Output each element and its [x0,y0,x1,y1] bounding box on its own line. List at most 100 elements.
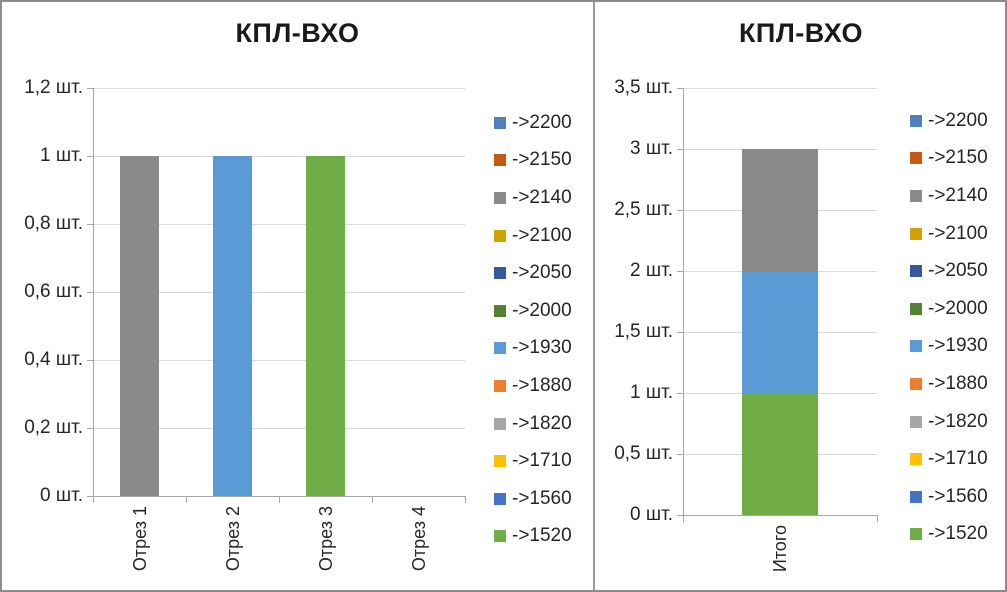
legend-swatch-icon [494,154,506,167]
y-axis-tick [677,271,683,272]
legend-label: ->1520 [512,525,572,547]
bar-segment[interactable] [742,271,818,393]
legend-swatch-icon [910,453,922,466]
legend-swatch-icon [494,342,506,355]
y-axis-tick [87,292,93,293]
legend-label: ->2000 [928,297,988,319]
y-axis-tick [87,88,93,89]
y-axis-tick [677,149,683,150]
bar-segment[interactable] [742,149,818,271]
y-tick-label: 1,2 шт. [24,77,83,98]
legend-item[interactable]: ->2140 [910,177,988,215]
legend-swatch-icon [494,229,506,242]
legend-label: ->1710 [512,450,572,472]
legend-label: ->1880 [928,372,988,394]
x-axis-line [683,515,878,516]
legend-item[interactable]: ->2200 [910,102,988,140]
y-tick-label: 1 шт. [630,382,673,403]
legend-item[interactable]: ->2140 [494,179,572,217]
legend-item[interactable]: ->2100 [494,217,572,255]
x-axis-tick [465,497,466,503]
legend-label: ->2150 [512,149,572,171]
x-axis-tick [186,497,187,503]
y-axis-tick [677,88,683,89]
legend-label: ->1820 [512,412,572,434]
legend-swatch-icon [910,227,922,240]
legend-swatch-icon [910,302,922,315]
legend-swatch-icon [494,379,506,392]
gridline [93,88,465,89]
legend-item[interactable]: ->1880 [494,367,572,405]
legend-item[interactable]: ->2050 [910,252,988,290]
y-axis-tick [677,210,683,211]
bar-segment[interactable] [120,156,159,496]
y-axis-tick [677,515,683,516]
y-tick-label: 0,8 шт. [24,213,83,234]
y-tick-label: 0,6 шт. [24,281,83,302]
legend-item[interactable]: ->1880 [910,365,988,403]
legend-label: ->2050 [928,260,988,282]
y-tick-label: 3 шт. [630,138,673,159]
legend-swatch-icon [494,267,506,280]
legend-label: ->1820 [928,410,988,432]
chart-title: КПЛ-ВХО [235,18,360,48]
right-chart-panel[interactable]: КПЛ-ВХО 3,5 шт. 3 шт. 2,5 шт. 2 шт. 1,5 шт. 1… [597,2,1005,590]
bar-segment[interactable] [306,156,345,496]
legend-item[interactable]: ->2200 [494,104,572,142]
legend-swatch-icon [910,189,922,202]
legend-item[interactable]: ->2100 [910,215,988,253]
x-category-label: Итого [770,525,790,573]
legend-label: ->2140 [928,184,988,206]
gridline [93,360,465,361]
legend-item[interactable]: ->2000 [910,290,988,328]
left-chart-panel[interactable]: КПЛ-ВХО 1,2 шт. 1 шт. 0,8 шт. 0,6 шт. 0,4 шт… [2,2,595,590]
y-tick-label: 0 шт. [40,485,83,506]
legend-swatch-icon [494,530,506,543]
legend-swatch-icon [910,415,922,428]
legend-item[interactable]: ->2150 [494,142,572,180]
y-axis-line [683,88,684,515]
y-tick-label: 3,5 шт. [614,77,673,98]
legend-item[interactable]: ->1520 [910,516,988,554]
y-axis-tick [87,428,93,429]
y-axis-tick [677,332,683,333]
chart-title: КПЛ-ВХО [738,18,864,48]
y-axis-tick [87,360,93,361]
y-tick-label: 1,5 шт. [614,321,673,342]
x-category-label: Отрез 4 [408,506,429,572]
legend-item[interactable]: ->2050 [494,254,572,292]
legend-item[interactable]: ->1710 [910,440,988,478]
legend-item[interactable]: ->1520 [494,518,572,556]
legend-item[interactable]: ->1930 [494,330,572,368]
legend-item[interactable]: ->1560 [494,480,572,518]
bar-segment[interactable] [213,156,252,496]
legend-label: ->1520 [928,523,988,545]
legend-swatch-icon [910,490,922,503]
gridline [93,428,465,429]
legend-swatch-icon [910,114,922,127]
legend-label: ->2100 [928,222,988,244]
y-tick-label: 0,5 шт. [614,443,673,464]
legend-item[interactable]: ->2150 [910,140,988,178]
legend-item[interactable]: ->1560 [910,478,988,516]
y-tick-label: 2 шт. [630,260,673,281]
y-tick-label: 0 шт. [630,504,673,525]
bar-segment[interactable] [742,393,818,515]
y-axis-line [93,88,94,496]
gridline [93,224,465,225]
legend-label: ->2100 [512,224,572,246]
legend-item[interactable]: ->1930 [910,328,988,366]
legend-label: ->2150 [928,147,988,169]
legend-label: ->1930 [928,335,988,357]
y-tick-label: 2,5 шт. [614,199,673,220]
legend-item[interactable]: ->2000 [494,292,572,330]
x-category-label: Отрез 2 [222,506,243,572]
chart-legend: ->2200 ->2150 ->2140 ->2100 ->2050 ->2000 ->19… [910,102,988,553]
legend-item[interactable]: ->1820 [910,403,988,441]
legend-item[interactable]: ->1820 [494,405,572,443]
legend-item[interactable]: ->1710 [494,442,572,480]
legend-swatch-icon [910,265,922,278]
legend-label: ->2200 [928,109,988,131]
y-axis-tick [677,454,683,455]
legend-swatch-icon [910,340,922,353]
